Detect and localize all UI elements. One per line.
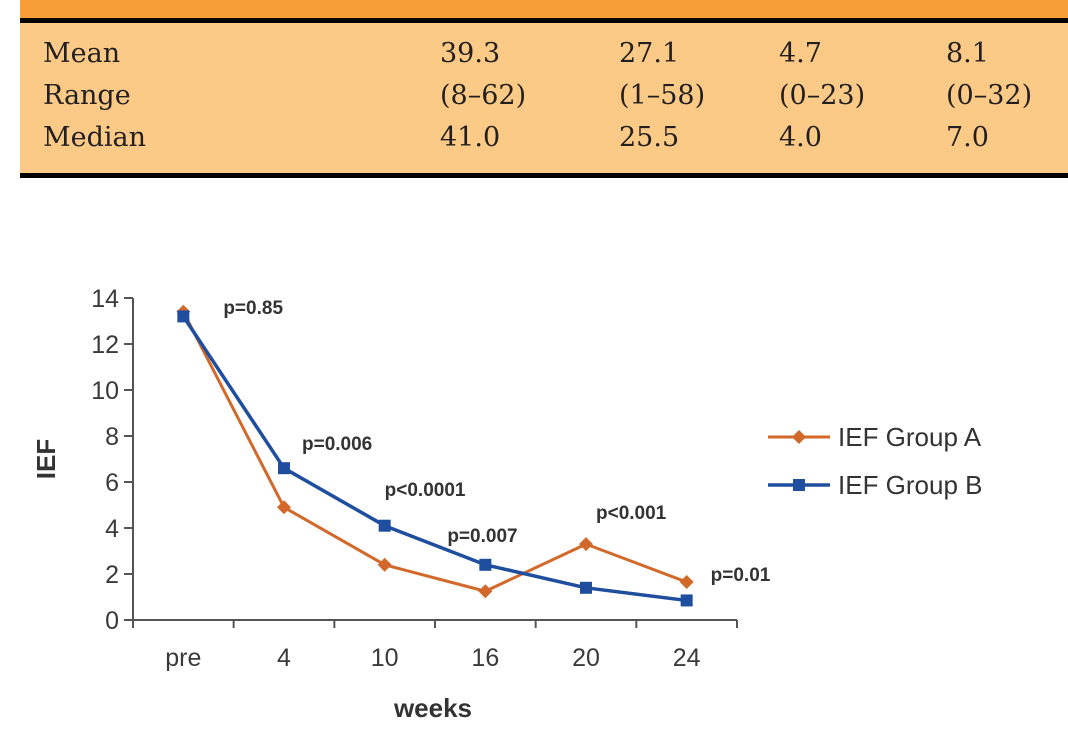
legend-marker-diamond-icon xyxy=(792,430,806,444)
p-value-annotation: p=0.85 xyxy=(223,298,283,319)
p-value-annotation: p=0.006 xyxy=(302,434,372,455)
data-point-group-a xyxy=(679,575,694,590)
table-cell: 41.0 xyxy=(440,122,501,153)
y-tick-label: 0 xyxy=(105,607,119,635)
table-body-background xyxy=(20,23,1068,173)
table-cell: (1–58) xyxy=(619,80,706,111)
data-point-group-a xyxy=(377,557,392,572)
table-cell: 27.1 xyxy=(619,38,680,69)
row-label: Range xyxy=(43,80,131,111)
data-point-group-b xyxy=(479,558,492,571)
x-axis-title: weeks xyxy=(393,693,472,723)
data-point-group-b xyxy=(278,462,290,475)
series-layer xyxy=(176,304,694,607)
data-point-group-b xyxy=(177,310,190,323)
data-point-group-a xyxy=(579,537,593,552)
y-tick-label: 6 xyxy=(105,469,119,497)
data-point-group-a xyxy=(478,584,493,599)
legend-label: IEF Group B xyxy=(838,470,983,500)
y-tick-label: 8 xyxy=(105,423,119,451)
table-bottom-rule xyxy=(20,173,1068,178)
p-value-annotation: p<0.001 xyxy=(596,503,667,524)
stats-table: Mean 39.3 27.1 4.7 8.1 Range (8–62) (1–5… xyxy=(20,33,1068,159)
table-row-median: Median 41.0 25.5 4.0 7.0 xyxy=(20,117,1068,159)
table-cell: 39.3 xyxy=(440,38,501,69)
x-tick-label: 24 xyxy=(673,644,701,672)
p-value-annotation: p<0.0001 xyxy=(385,480,466,501)
table-top-rule xyxy=(20,18,1068,23)
table-cell: 25.5 xyxy=(619,122,680,153)
data-point-group-b xyxy=(680,594,693,607)
table-cell: 4.0 xyxy=(779,122,822,153)
legend-label: IEF Group A xyxy=(838,422,982,452)
table-cell: 7.0 xyxy=(946,122,989,153)
y-tick-label: 2 xyxy=(105,561,119,589)
y-tick-label: 10 xyxy=(91,377,119,405)
y-axis-title: IEF xyxy=(31,439,61,479)
table-header-band xyxy=(20,0,1068,18)
y-tick-label: 12 xyxy=(91,331,119,359)
x-tick-label: pre xyxy=(165,644,201,672)
y-tick-label: 4 xyxy=(105,515,119,543)
x-tick-label: 10 xyxy=(371,644,399,672)
table-cell: 8.1 xyxy=(946,38,989,69)
y-tick-label: 14 xyxy=(91,285,119,313)
annotations-layer: p=0.85 p=0.006 p<0.0001 p=0.007 p<0.001 p=0.0… xyxy=(223,298,770,586)
x-tick-label: 16 xyxy=(471,644,499,672)
row-label: Mean xyxy=(43,38,121,69)
legend: IEF Group A IEF Group B xyxy=(768,422,983,500)
data-point-group-b xyxy=(378,519,391,532)
data-point-group-b xyxy=(580,581,592,594)
table-cell: (0–23) xyxy=(779,80,866,111)
p-value-annotation: p=0.007 xyxy=(447,526,517,547)
table-cell: (8–62) xyxy=(440,80,527,111)
x-tick-label: 20 xyxy=(572,644,600,672)
series-line-group-a xyxy=(181,311,688,593)
table-row-mean: Mean 39.3 27.1 4.7 8.1 xyxy=(20,33,1068,75)
x-tick-label: 4 xyxy=(277,644,291,672)
table-cell: (0–32) xyxy=(946,80,1033,111)
legend-marker-square-icon xyxy=(793,479,805,491)
data-point-group-a xyxy=(277,500,291,515)
row-label: Median xyxy=(43,122,147,153)
series-line-group-b xyxy=(181,315,687,603)
table-cell: 4.7 xyxy=(779,38,822,69)
p-value-annotation: p=0.01 xyxy=(711,565,771,586)
table-row-range: Range (8–62) (1–58) (0–23) (0–32) xyxy=(20,75,1068,117)
